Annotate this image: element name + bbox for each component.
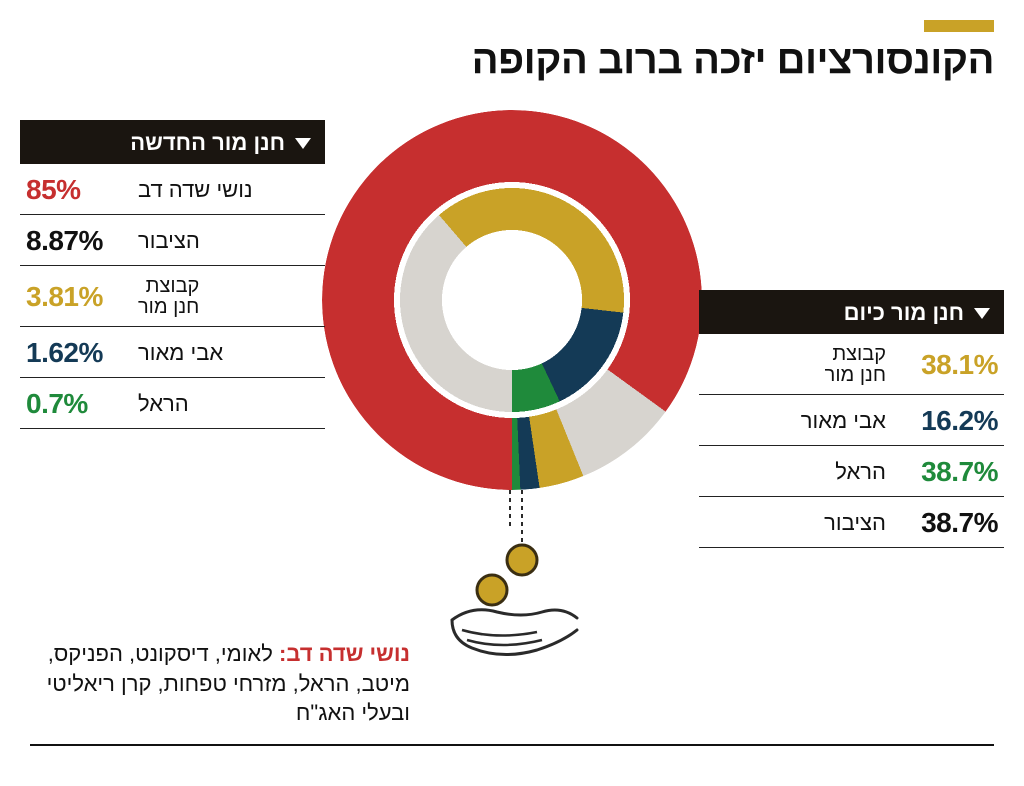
item-label: הציבור: [824, 511, 886, 534]
pct-value: 38.7%: [898, 507, 998, 539]
bottom-rule: [30, 744, 994, 746]
list-item: 38.7% הראל: [699, 446, 1004, 497]
item-label: קבוצתחנן מור: [825, 344, 886, 386]
accent-bar: [924, 20, 994, 32]
list-item: 16.2% אבי מאור: [699, 395, 1004, 446]
item-label: הראל: [138, 392, 189, 415]
item-label: אבי מאור: [801, 409, 886, 432]
list-item: 38.1% קבוצתחנן מור: [699, 334, 1004, 395]
pct-value: 85%: [26, 174, 126, 206]
item-label: נושי שדה דב: [138, 178, 253, 201]
pct-value: 38.7%: [898, 456, 998, 488]
footnote-lead: נושי שדה דב:: [279, 641, 410, 666]
item-label: קבוצתחנן מור: [138, 276, 199, 318]
list-item: נושי שדה דב 85%: [20, 164, 325, 215]
panel-new-title: חנן מור החדשה: [130, 130, 285, 156]
list-item: הראל 0.7%: [20, 378, 325, 429]
panel-new: חנן מור החדשה נושי שדה דב 85% הציבור 8.87% ק…: [20, 120, 325, 429]
list-item: אבי מאור 1.62%: [20, 327, 325, 378]
chevron-down-icon: [295, 138, 311, 149]
pct-value: 16.2%: [898, 405, 998, 437]
footnote: נושי שדה דב: לאומי, דיסקונט, הפניקס, מיט…: [30, 639, 410, 728]
center-hole: [442, 230, 582, 370]
item-label: הציבור: [138, 229, 200, 252]
pct-value: 8.87%: [26, 225, 126, 257]
panel-current-title: חנן מור כיום: [844, 300, 964, 326]
list-item: 38.7% הציבור: [699, 497, 1004, 548]
panel-current-header: חנן מור כיום: [699, 290, 1004, 334]
pct-value: 3.81%: [26, 281, 126, 313]
donut-chart: [322, 110, 702, 490]
page-title: הקונסורציום יזכה ברוב הקופה: [30, 38, 994, 83]
chevron-down-icon: [974, 308, 990, 319]
coins-hand-icon: [442, 490, 582, 670]
pct-value: 38.1%: [898, 349, 998, 381]
pct-value: 1.62%: [26, 337, 126, 369]
item-label: הראל: [835, 460, 886, 483]
panel-new-header: חנן מור החדשה: [20, 120, 325, 164]
item-label: אבי מאור: [138, 341, 223, 364]
list-item: קבוצתחנן מור 3.81%: [20, 266, 325, 327]
list-item: הציבור 8.87%: [20, 215, 325, 266]
panel-current: חנן מור כיום 38.1% קבוצתחנן מור 16.2% אבי מ…: [699, 290, 1004, 548]
pct-value: 0.7%: [26, 388, 126, 420]
